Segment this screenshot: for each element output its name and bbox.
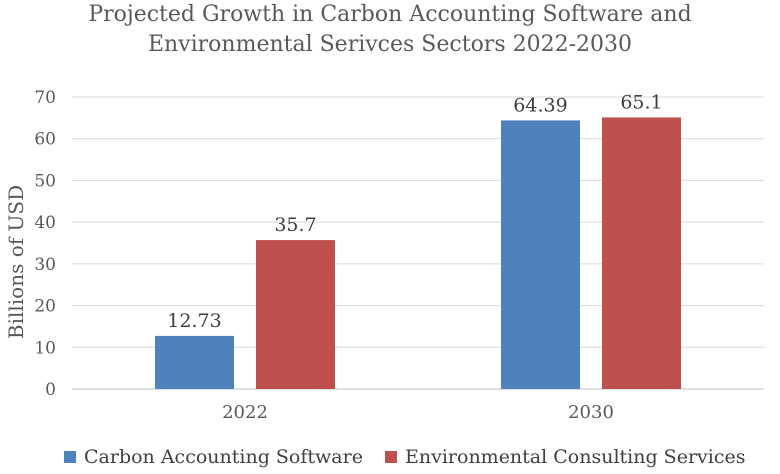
legend-swatch-environmental-consulting bbox=[385, 451, 397, 463]
y-tick-label: 20 bbox=[34, 297, 56, 317]
y-tick-label: 70 bbox=[34, 88, 56, 108]
chart-title-line-2: Environmental Serivces Sectors 2022-2030 bbox=[147, 32, 633, 57]
data-label: 35.7 bbox=[274, 214, 316, 236]
legend-label-environmental-consulting: Environmental Consulting Services bbox=[405, 446, 746, 468]
x-tick-label: 2030 bbox=[568, 402, 614, 423]
bars bbox=[155, 117, 681, 390]
legend-item-environmental-consulting: Environmental Consulting Services bbox=[385, 446, 745, 468]
data-label: 64.39 bbox=[513, 94, 567, 116]
x-tick-label: 2022 bbox=[222, 402, 268, 423]
y-tick-label: 0 bbox=[45, 380, 56, 400]
y-tick-label: 50 bbox=[34, 171, 56, 191]
x-axis-ticks: 2022 2030 bbox=[222, 402, 614, 423]
y-axis-label: Billions of USD bbox=[4, 185, 28, 339]
y-axis-ticks: 0 10 20 30 40 50 60 70 bbox=[34, 88, 56, 400]
y-tick-label: 40 bbox=[34, 213, 56, 233]
y-tick-label: 60 bbox=[34, 130, 56, 150]
y-tick-label: 10 bbox=[34, 338, 56, 358]
legend-swatch-carbon-accounting bbox=[64, 451, 76, 463]
bar-carbon-accounting-software-2022 bbox=[155, 335, 234, 389]
data-label: 65.1 bbox=[620, 91, 662, 113]
y-tick-label: 30 bbox=[34, 255, 56, 275]
bar-environmental-consulting-services-2022 bbox=[256, 240, 335, 389]
data-label: 12.73 bbox=[167, 310, 221, 332]
legend-label-carbon-accounting: Carbon Accounting Software bbox=[84, 446, 363, 468]
legend-item-carbon-accounting: Carbon Accounting Software bbox=[64, 446, 363, 468]
bar-environmental-consulting-services-2030 bbox=[602, 117, 681, 389]
bar-carbon-accounting-software-2030 bbox=[501, 120, 580, 390]
chart-title-line-1: Projected Growth in Carbon Accounting So… bbox=[88, 2, 692, 27]
data-labels: 12.73 35.7 64.39 65.1 bbox=[167, 91, 662, 331]
